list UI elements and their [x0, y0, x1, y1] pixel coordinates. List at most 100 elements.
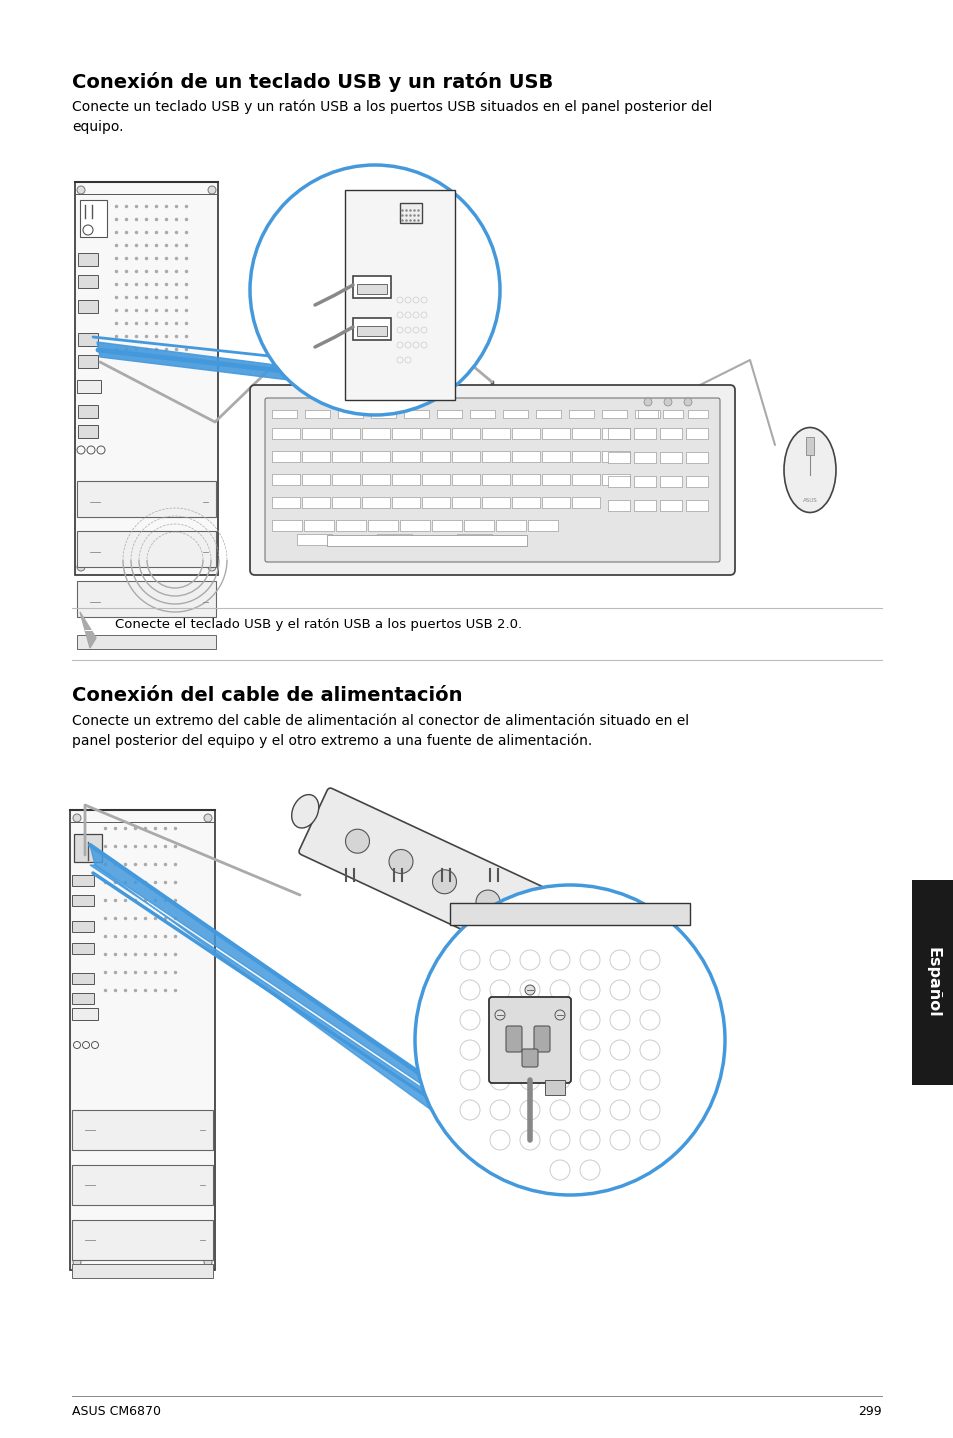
- Bar: [272, 410, 296, 418]
- Bar: [456, 533, 492, 545]
- Circle shape: [345, 830, 369, 853]
- Bar: [512, 429, 539, 439]
- Ellipse shape: [292, 795, 318, 828]
- Bar: [659, 500, 681, 510]
- Bar: [659, 476, 681, 487]
- FancyBboxPatch shape: [250, 385, 734, 575]
- Bar: [302, 498, 330, 508]
- Circle shape: [208, 564, 215, 571]
- Bar: [78, 334, 98, 347]
- Bar: [305, 410, 330, 418]
- Bar: [71, 974, 94, 984]
- Bar: [332, 452, 359, 462]
- Circle shape: [208, 186, 215, 194]
- Bar: [78, 355, 98, 368]
- Bar: [71, 994, 94, 1004]
- Bar: [337, 410, 363, 418]
- Circle shape: [73, 814, 81, 823]
- Bar: [512, 452, 539, 462]
- Bar: [71, 1264, 213, 1278]
- FancyBboxPatch shape: [298, 788, 560, 961]
- Bar: [361, 452, 390, 462]
- Text: Conecte el teclado USB y el ratón USB a los puertos USB 2.0.: Conecte el teclado USB y el ratón USB a …: [115, 618, 521, 631]
- Polygon shape: [90, 866, 444, 1120]
- Bar: [272, 498, 299, 508]
- Bar: [353, 318, 391, 339]
- Bar: [502, 410, 527, 418]
- Bar: [512, 475, 539, 485]
- Bar: [78, 426, 98, 439]
- Text: ASUS CM6870: ASUS CM6870: [71, 1405, 161, 1418]
- Bar: [481, 475, 510, 485]
- Text: Conecte un teclado USB y un ratón USB a los puertos USB situados en el panel pos: Conecte un teclado USB y un ratón USB a …: [71, 101, 712, 134]
- Bar: [304, 521, 334, 531]
- Bar: [332, 475, 359, 485]
- Bar: [71, 1110, 213, 1150]
- Polygon shape: [80, 613, 96, 649]
- Bar: [421, 475, 450, 485]
- Bar: [659, 429, 681, 439]
- Bar: [601, 475, 629, 485]
- Circle shape: [663, 398, 671, 406]
- Bar: [450, 903, 689, 925]
- Bar: [536, 410, 560, 418]
- Circle shape: [495, 1009, 504, 1020]
- Bar: [568, 410, 594, 418]
- Bar: [272, 521, 302, 531]
- Bar: [71, 874, 94, 886]
- Bar: [77, 531, 215, 567]
- Bar: [80, 200, 107, 237]
- Bar: [685, 452, 707, 463]
- Text: Conexión de un teclado USB y un ratón USB: Conexión de un teclado USB y un ratón US…: [71, 72, 553, 92]
- Bar: [512, 498, 539, 508]
- Polygon shape: [97, 342, 330, 385]
- FancyBboxPatch shape: [505, 1025, 521, 1053]
- Bar: [911, 880, 953, 1086]
- Bar: [77, 636, 215, 649]
- Bar: [376, 533, 412, 545]
- Bar: [685, 500, 707, 510]
- Bar: [392, 498, 419, 508]
- Bar: [71, 1165, 213, 1205]
- Bar: [71, 920, 94, 932]
- FancyBboxPatch shape: [70, 810, 214, 1270]
- Circle shape: [250, 165, 499, 416]
- Bar: [452, 429, 479, 439]
- Bar: [302, 429, 330, 439]
- Bar: [302, 475, 330, 485]
- Bar: [541, 452, 569, 462]
- FancyBboxPatch shape: [534, 1025, 550, 1053]
- Bar: [659, 452, 681, 463]
- Bar: [302, 452, 330, 462]
- Bar: [662, 410, 682, 418]
- Bar: [685, 476, 707, 487]
- Bar: [361, 475, 390, 485]
- Ellipse shape: [783, 427, 835, 512]
- Bar: [71, 1008, 98, 1020]
- Text: ASUS: ASUS: [801, 498, 817, 503]
- Bar: [607, 500, 629, 510]
- Bar: [361, 498, 390, 508]
- Bar: [541, 429, 569, 439]
- Bar: [399, 521, 430, 531]
- Circle shape: [415, 884, 724, 1195]
- Bar: [356, 283, 387, 293]
- Bar: [572, 498, 599, 508]
- Bar: [272, 452, 299, 462]
- Bar: [607, 452, 629, 463]
- Bar: [481, 498, 510, 508]
- Bar: [78, 406, 98, 418]
- Bar: [77, 581, 215, 617]
- Bar: [607, 476, 629, 487]
- Bar: [463, 521, 494, 531]
- Bar: [421, 429, 450, 439]
- Circle shape: [77, 564, 85, 571]
- Bar: [399, 203, 421, 223]
- Circle shape: [683, 398, 691, 406]
- FancyBboxPatch shape: [489, 997, 571, 1083]
- FancyBboxPatch shape: [521, 1048, 537, 1067]
- Bar: [421, 452, 450, 462]
- Bar: [541, 498, 569, 508]
- Bar: [635, 410, 659, 418]
- Bar: [74, 834, 102, 861]
